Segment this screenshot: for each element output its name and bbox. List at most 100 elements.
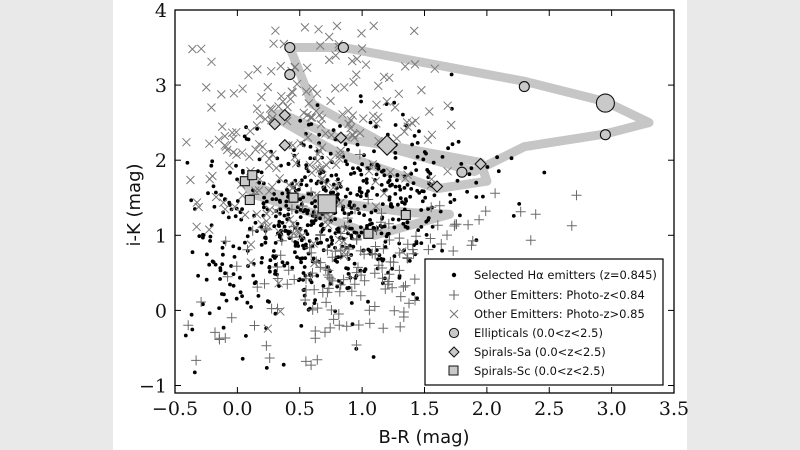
point-selected (299, 324, 304, 328)
point-selected (329, 235, 334, 240)
x-tick-label: 2.0 (472, 398, 502, 420)
point-photoz-low (353, 262, 363, 273)
x-tick-label: 3.0 (597, 398, 627, 420)
point-photoz-high (252, 104, 262, 113)
point-photoz-low (474, 214, 485, 225)
point-photoz-low (259, 278, 270, 289)
point-selected (244, 137, 249, 141)
point-selected (387, 195, 392, 200)
point-selected (495, 155, 499, 160)
point-photoz-low (320, 327, 330, 338)
point-photoz-low (436, 239, 447, 249)
point-photoz-high (267, 182, 277, 192)
point-selected (308, 273, 312, 278)
point-selected (361, 179, 366, 183)
point-selected (352, 261, 357, 266)
spirals-sa-marker (334, 131, 348, 144)
point-selected (298, 208, 303, 212)
point-selected (231, 272, 236, 276)
point-photoz-high (288, 140, 298, 150)
point-selected (393, 184, 398, 189)
point-photoz-low (334, 320, 345, 331)
point-photoz-high (194, 202, 204, 212)
point-photoz-high (240, 210, 250, 220)
point-photoz-high (326, 155, 335, 165)
point-photoz-high (305, 160, 315, 170)
point-photoz-low (327, 252, 338, 263)
spirals-sc-marker (400, 209, 411, 221)
point-photoz-high (373, 112, 383, 122)
point-photoz-low (353, 320, 364, 330)
point-photoz-low (282, 279, 293, 290)
point-selected (366, 299, 370, 304)
legend-dot-marker (451, 272, 457, 278)
point-photoz-high (253, 65, 262, 74)
point-selected (542, 170, 547, 175)
x-tick-label: 2.5 (534, 398, 564, 420)
ellipticals-marker (337, 41, 349, 54)
point-photoz-high (246, 258, 256, 267)
point-selected (343, 142, 348, 147)
point-selected (238, 290, 243, 295)
point-photoz-low (304, 242, 315, 253)
point-photoz-low (335, 228, 346, 239)
point-photoz-low (402, 239, 413, 250)
point-selected (261, 201, 266, 206)
point-selected (409, 187, 414, 191)
point-photoz-high (368, 111, 378, 121)
point-photoz-high (237, 148, 247, 158)
point-selected (282, 213, 287, 218)
point-photoz-high (276, 91, 286, 101)
point-photoz-low (321, 297, 332, 308)
point-selected (405, 225, 410, 230)
point-selected (317, 132, 322, 137)
point-photoz-high (317, 114, 327, 124)
point-selected (350, 322, 355, 327)
point-selected (421, 157, 426, 162)
y-tick-label: 3 (155, 75, 167, 97)
point-selected (270, 197, 275, 202)
point-selected (357, 189, 362, 193)
point-photoz-low (359, 249, 370, 260)
point-selected (210, 159, 215, 164)
point-photoz-low (214, 334, 225, 345)
point-selected (305, 223, 310, 228)
point-photoz-high (385, 167, 395, 177)
point-photoz-low (515, 206, 526, 217)
point-selected (318, 240, 323, 245)
point-photoz-low (449, 221, 460, 231)
point-selected (262, 205, 266, 210)
point-selected (381, 168, 386, 173)
point-selected (467, 172, 472, 177)
point-selected (226, 215, 231, 220)
point-selected (299, 260, 303, 265)
left-margin (0, 0, 113, 450)
point-selected (366, 189, 370, 194)
point-photoz-high (220, 131, 230, 141)
point-photoz-high (221, 142, 231, 152)
right-margin (687, 0, 800, 450)
point-selected (375, 162, 380, 167)
point-photoz-low (333, 309, 344, 319)
point-selected (426, 169, 431, 174)
point-selected (280, 191, 285, 196)
point-photoz-low (297, 201, 308, 211)
point-photoz-high (196, 44, 206, 54)
point-selected (207, 311, 212, 316)
point-selected (257, 157, 262, 162)
point-selected (419, 208, 424, 212)
point-selected (450, 106, 454, 111)
x-tick-label: 0.5 (285, 398, 315, 420)
point-photoz-high (324, 32, 334, 42)
point-selected (379, 257, 384, 261)
point-photoz-low (310, 333, 321, 344)
point-photoz-high (379, 189, 389, 198)
point-selected (424, 233, 429, 237)
point-selected (233, 214, 238, 219)
point-selected (359, 172, 364, 177)
point-photoz-low (351, 340, 362, 350)
point-selected (351, 166, 355, 171)
point-photoz-low (334, 286, 345, 297)
point-photoz-low (434, 200, 445, 211)
point-selected (234, 163, 238, 168)
